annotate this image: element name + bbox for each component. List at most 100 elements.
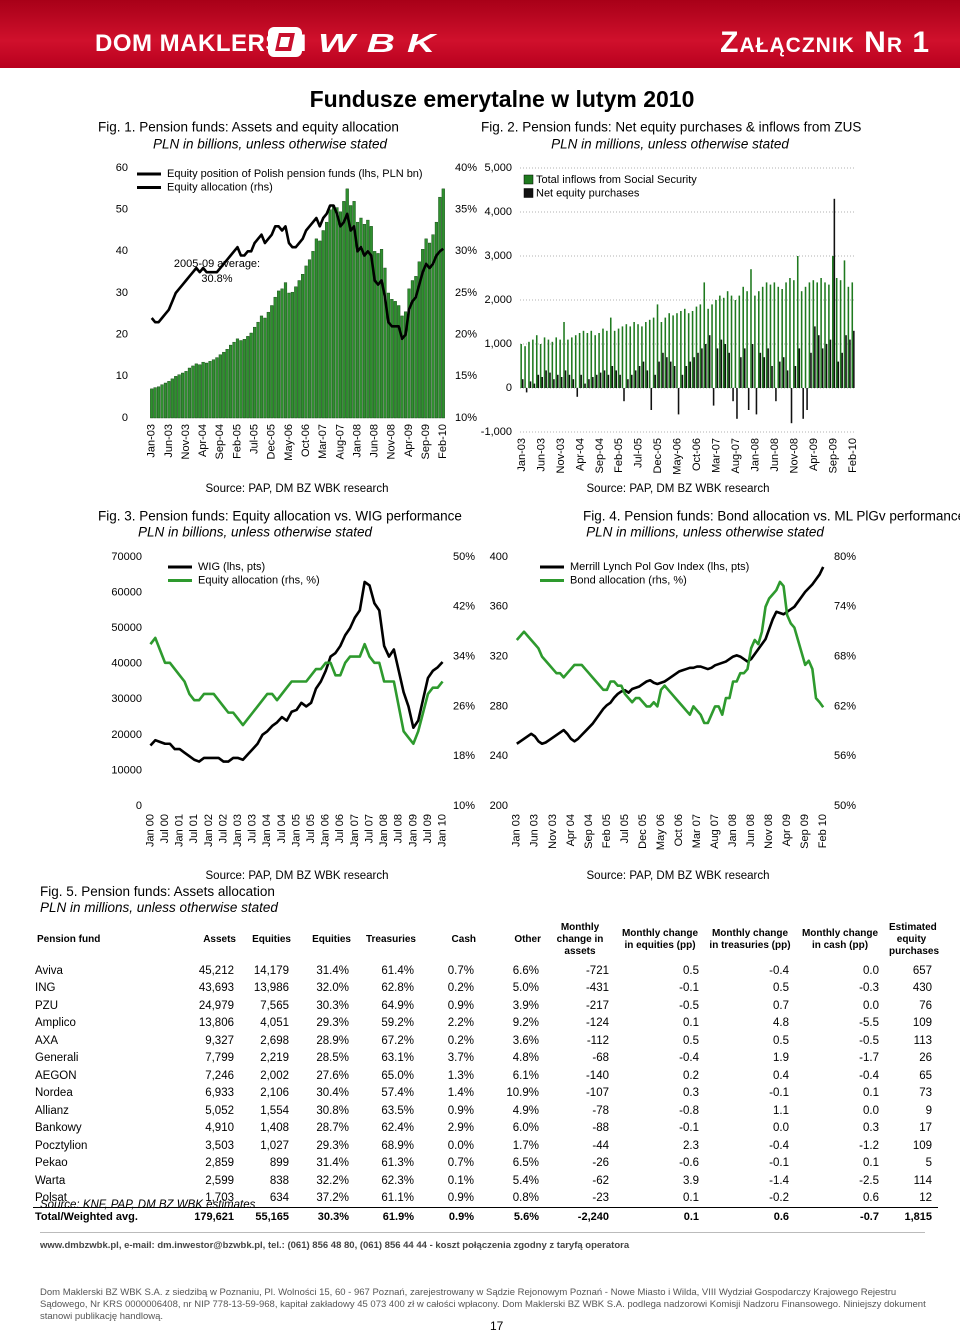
bar — [328, 209, 332, 419]
bar — [751, 344, 754, 388]
bar — [828, 284, 830, 388]
y-tick-label: 60000 — [111, 586, 142, 598]
bar — [331, 205, 336, 419]
bar — [390, 299, 394, 419]
bar — [664, 317, 667, 388]
table-cell: 0.0 — [863, 964, 879, 977]
x-tick-label: Aug 07 — [709, 814, 721, 849]
x-tick-label: Oct-06 — [691, 438, 703, 471]
bar — [623, 388, 625, 402]
x-tick-label: Jul-05 — [249, 424, 261, 454]
x-tick-label: Jul 06 — [334, 814, 346, 843]
table-cell: -0.3 — [859, 982, 879, 995]
bar — [761, 286, 764, 388]
bar — [325, 221, 329, 419]
table-cell: 0.5 — [773, 982, 789, 995]
y-tick-label: 0 — [136, 800, 142, 812]
bar — [242, 339, 246, 419]
x-tick-label: Feb-05 — [613, 438, 625, 473]
table-row: ING 43,693 13,986 32.0% 62.8% 0.2% 5.0% -431 -0.… — [33, 980, 938, 998]
table-row: Warta 2,599 838 32.2% 62.3% 0.1% 5.4% -62 3.9 -1.… — [33, 1172, 938, 1190]
bar — [789, 278, 791, 388]
x-tick-label: Nov 03 — [547, 814, 559, 849]
table-cell: -23 — [592, 1192, 609, 1205]
bar — [794, 366, 797, 388]
table-cell: 62.8% — [381, 982, 414, 995]
table-cell: -0.5 — [679, 999, 699, 1012]
bar — [376, 253, 380, 419]
table-cell: 2,698 — [260, 1034, 289, 1047]
x-tick-label: Mar-07 — [317, 424, 329, 459]
table-title: Fig. 5. Pension funds: Assets allocation — [40, 884, 275, 899]
table-cell: 0.9% — [420, 1207, 480, 1226]
table-cell: 4,910 — [205, 1122, 234, 1135]
x-tick-label: Jun-03 — [535, 438, 547, 472]
y2-tick-label: 18% — [453, 750, 475, 762]
table-cell: 30.3% — [316, 999, 349, 1012]
bar — [198, 364, 202, 419]
bar — [528, 341, 530, 388]
bar — [537, 374, 540, 388]
table-cell: 13,806 — [198, 1017, 234, 1030]
bar — [785, 282, 787, 388]
table-cell: 634 — [269, 1192, 289, 1205]
bar — [621, 326, 624, 388]
x-tick-label: Jan 04 — [261, 814, 273, 847]
table-cell: 2,859 — [205, 1157, 234, 1170]
bar — [603, 370, 606, 388]
table-row: Pekao 2,859 899 31.4% 61.3% 0.7% 6.5% -26 -0.6 -0… — [33, 1155, 938, 1173]
bar — [849, 339, 851, 388]
y2-tick-label: 62% — [834, 700, 856, 712]
table-cell: 0.9% — [447, 1104, 474, 1117]
bar — [590, 330, 593, 388]
table-cell: 30.8% — [316, 1104, 349, 1117]
table-cell: 0.0 — [863, 999, 879, 1012]
y2-tick-label: 68% — [834, 651, 856, 663]
table-cell: 67.2% — [381, 1034, 414, 1047]
table-cell: 64.9% — [381, 999, 414, 1012]
bar — [181, 372, 185, 419]
table-cell: 32.0% — [316, 982, 349, 995]
bar — [397, 305, 401, 419]
y2-tick-label: 10% — [455, 412, 477, 424]
bar — [277, 290, 281, 419]
bar — [691, 311, 694, 388]
bar — [701, 348, 703, 388]
y-tick-label: 70000 — [111, 551, 142, 563]
bar — [681, 374, 684, 388]
bar — [383, 267, 387, 419]
table-cell: 65.0% — [381, 1069, 414, 1082]
bar — [301, 274, 305, 419]
table-cell: 0.2% — [447, 982, 474, 995]
bar — [638, 366, 641, 388]
column-header: Treasuries — [365, 933, 416, 945]
bar — [191, 365, 195, 419]
line — [516, 566, 825, 746]
bar — [434, 221, 438, 419]
bar — [588, 379, 590, 388]
table-row: Polsat 1,703 634 37.2% 61.1% 0.9% 0.8% -23 0.1 -0… — [33, 1190, 938, 1208]
bar — [703, 282, 706, 388]
legend-label: Equity position of Polish pension funds … — [167, 168, 423, 180]
table-cell: 62.3% — [381, 1174, 414, 1187]
bar — [685, 366, 688, 388]
table-cell: 43,693 — [198, 982, 234, 995]
y2-tick-label: 26% — [453, 700, 475, 712]
bar — [366, 219, 370, 419]
y2-tick-label: 15% — [455, 370, 477, 382]
table-cell: 2,219 — [260, 1052, 289, 1065]
x-tick-label: Jan 06 — [320, 814, 332, 847]
x-tick-label: Jun-03 — [163, 424, 175, 458]
bar — [314, 238, 318, 419]
legend-label: Net equity purchases — [536, 187, 640, 199]
table-cell: 45,212 — [198, 964, 234, 977]
bar — [769, 284, 772, 388]
table-header: Pension fund Assets Equities Equities Treasu… — [33, 917, 939, 962]
x-tick-label: Nov-08 — [789, 438, 801, 473]
bar — [362, 224, 366, 419]
y2-tick-label: 30% — [455, 245, 477, 257]
y2-tick-label: 25% — [455, 287, 477, 299]
table-cell: 0.9% — [447, 999, 474, 1012]
bar — [229, 344, 233, 419]
table-cell: 6.6% — [512, 964, 539, 977]
